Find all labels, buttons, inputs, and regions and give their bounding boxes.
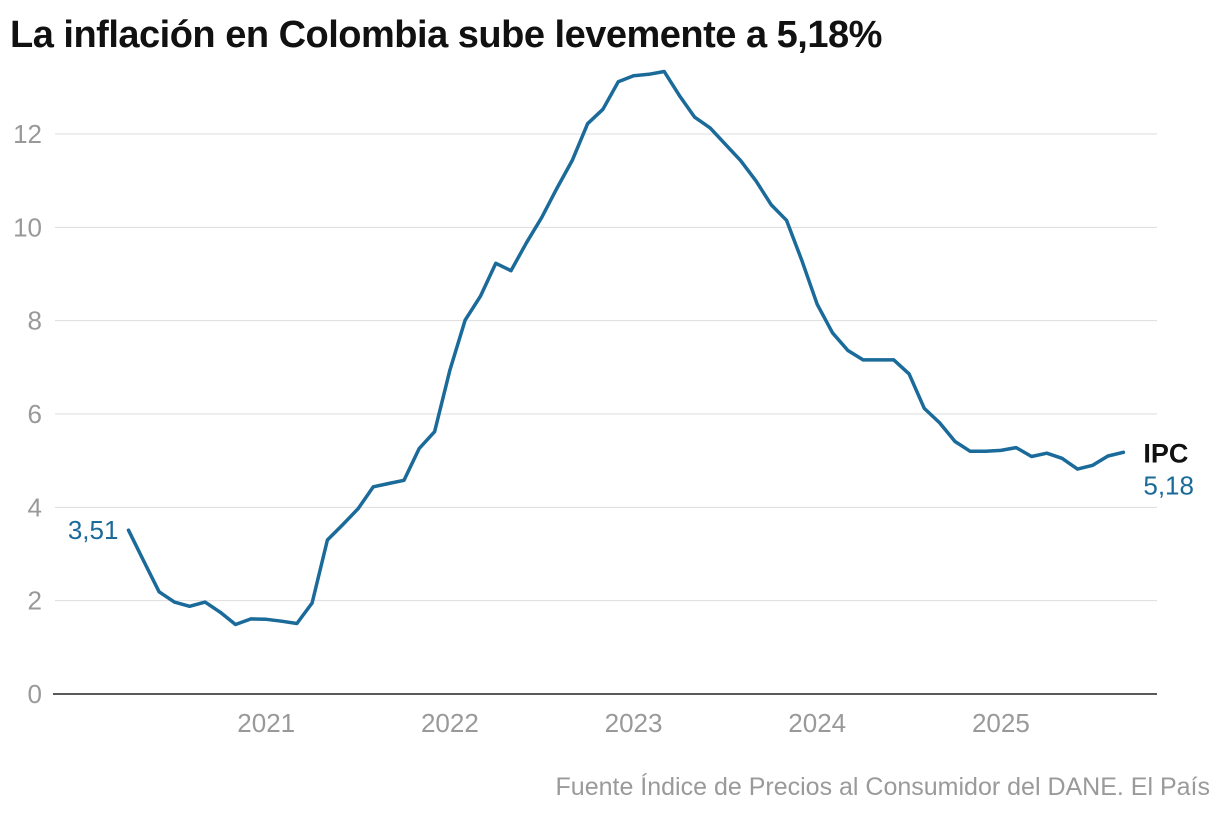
y-tick-label-12: 12 <box>13 119 42 149</box>
data-point <box>984 449 988 453</box>
data-point <box>540 216 544 219</box>
data-point <box>662 70 666 73</box>
data-point <box>402 478 406 482</box>
x-axis-ticks: 2021 2022 2023 2024 2025 <box>237 708 1030 738</box>
data-point <box>1121 450 1125 454</box>
x-tick-label-2025: 2025 <box>972 708 1030 738</box>
data-point <box>356 507 360 511</box>
data-point <box>693 115 697 119</box>
data-point <box>708 126 712 130</box>
data-point <box>785 218 788 222</box>
data-point <box>861 358 865 362</box>
data-point <box>280 619 283 623</box>
data-point <box>172 600 176 604</box>
series-start-value-label: 3,51 <box>68 515 119 545</box>
data-point <box>218 610 222 614</box>
series-layer <box>126 69 1126 627</box>
data-point <box>570 158 574 162</box>
data-point <box>999 448 1003 452</box>
data-point <box>325 538 329 542</box>
y-tick-label-10: 10 <box>13 212 42 242</box>
series-name-label: IPC <box>1143 438 1188 468</box>
data-point <box>723 142 727 146</box>
source-note: Fuente Índice de Precios al Consumidor d… <box>555 773 1210 801</box>
data-point <box>341 523 345 527</box>
data-point <box>479 294 483 298</box>
data-point <box>815 302 819 306</box>
data-point <box>846 349 850 352</box>
x-tick-label-2023: 2023 <box>605 708 663 738</box>
data-point <box>295 622 299 625</box>
data-point <box>494 261 498 265</box>
data-point <box>632 74 636 78</box>
series-end-value-label: 5,18 <box>1143 470 1194 500</box>
data-point <box>509 269 513 273</box>
data-point <box>433 430 437 434</box>
data-point <box>953 440 957 443</box>
data-point <box>387 482 391 485</box>
data-point <box>142 559 146 563</box>
gridlines <box>55 133 1157 602</box>
data-point <box>876 358 880 362</box>
data-point <box>1076 467 1079 471</box>
data-point <box>448 368 452 372</box>
y-tick-label-8: 8 <box>28 306 42 336</box>
data-point <box>264 617 268 621</box>
data-point <box>968 449 972 453</box>
data-point <box>586 122 590 126</box>
data-point <box>234 623 237 626</box>
data-point <box>1091 463 1095 467</box>
data-point <box>417 447 421 450</box>
y-tick-label-2: 2 <box>28 586 42 616</box>
data-point <box>371 485 375 489</box>
data-point <box>127 528 130 532</box>
data-point <box>769 203 773 207</box>
data-point <box>188 604 192 608</box>
data-point <box>249 617 253 621</box>
y-tick-label-4: 4 <box>28 492 42 522</box>
data-point <box>938 421 942 425</box>
data-point <box>1060 456 1064 460</box>
x-tick-label-2022: 2022 <box>421 708 479 738</box>
data-point <box>1030 455 1034 458</box>
data-point <box>616 80 620 84</box>
data-point <box>463 318 467 322</box>
data-point <box>739 159 743 163</box>
data-point <box>907 372 911 376</box>
data-point <box>1045 451 1049 455</box>
chart-title: La inflación en Colombia sube levemente … <box>10 14 882 56</box>
x-tick-label-2024: 2024 <box>788 708 846 738</box>
data-point <box>525 241 528 245</box>
y-tick-label-0: 0 <box>28 679 42 709</box>
data-point <box>922 406 926 410</box>
data-point <box>892 358 896 362</box>
x-tick-label-2021: 2021 <box>237 708 295 738</box>
data-point <box>310 601 314 605</box>
data-point <box>555 186 559 190</box>
data-point <box>647 72 651 76</box>
series-line-ipc <box>126 69 1126 627</box>
data-point <box>678 94 681 98</box>
data-point <box>754 179 758 183</box>
data-point <box>601 107 605 111</box>
data-point <box>800 259 804 263</box>
data-point <box>203 600 207 604</box>
data-point <box>1106 454 1110 458</box>
y-tick-label-6: 6 <box>28 399 42 429</box>
data-point <box>157 590 161 594</box>
y-axis-ticks: 0 2 4 6 8 10 12 <box>13 119 42 709</box>
data-point <box>831 331 834 335</box>
data-point <box>1014 446 1018 450</box>
